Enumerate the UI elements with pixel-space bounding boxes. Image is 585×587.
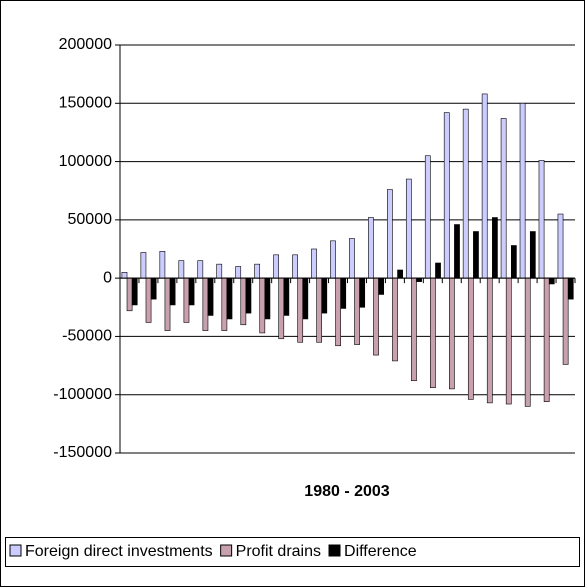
bar [430, 277, 436, 389]
bar [178, 260, 185, 279]
bar [207, 277, 214, 316]
y-tick-label: 200000 [59, 36, 112, 53]
bar [529, 231, 536, 279]
bar [316, 277, 323, 343]
bar [443, 112, 450, 279]
bar [416, 277, 422, 282]
y-tick-label: 100000 [59, 153, 112, 170]
y-tick-label: 150000 [59, 95, 112, 112]
bar [397, 269, 403, 279]
legend-box [5, 537, 580, 567]
bar [321, 277, 328, 314]
bar [387, 189, 393, 279]
y-tick-label: -50000 [62, 328, 112, 345]
bar [197, 260, 204, 279]
bar [462, 108, 469, 279]
bar [567, 277, 574, 300]
bar [183, 277, 190, 323]
bar [283, 277, 290, 316]
bar [492, 217, 498, 279]
bar [500, 118, 507, 279]
bar [424, 155, 431, 279]
y-tick-label: -150000 [53, 444, 112, 461]
bar [302, 277, 309, 320]
bar [510, 245, 517, 279]
bar [411, 277, 417, 382]
bar [221, 277, 228, 331]
bar [164, 277, 171, 331]
bar [349, 238, 355, 279]
bar [311, 248, 317, 279]
legend-label: Profit drains [236, 543, 321, 560]
bar [292, 254, 298, 279]
legend-swatch [328, 544, 341, 557]
bar [378, 277, 385, 295]
bar [354, 277, 360, 345]
bar [524, 277, 531, 407]
bar [405, 178, 412, 279]
bar [519, 102, 526, 279]
bar [245, 277, 252, 314]
bar [240, 277, 247, 326]
legend-label: Difference [344, 543, 417, 560]
bar [159, 251, 166, 279]
bar [368, 217, 374, 279]
bar [297, 277, 304, 343]
bar [340, 277, 347, 309]
bar [373, 277, 379, 356]
legend-swatch [9, 544, 22, 557]
bar [121, 272, 128, 279]
bar [505, 277, 512, 405]
bar [454, 224, 460, 279]
bar [359, 277, 366, 308]
bar [335, 277, 341, 347]
bar [126, 277, 133, 312]
bar [273, 254, 279, 279]
bar [449, 277, 455, 390]
bar [264, 277, 271, 320]
bar [259, 277, 266, 334]
bar [254, 263, 261, 279]
bar [543, 277, 550, 403]
x-axis-label: 1980 - 2003 [304, 483, 390, 500]
bar [557, 213, 564, 279]
bar [435, 262, 441, 279]
bar [202, 277, 209, 331]
y-tick-label: 50000 [68, 211, 113, 228]
bar [538, 160, 545, 279]
bar [467, 277, 474, 400]
bar [392, 277, 398, 362]
bar [216, 263, 223, 279]
bar [278, 277, 285, 340]
bar [140, 252, 147, 279]
bar [473, 231, 479, 279]
bar [169, 277, 176, 306]
bar [150, 277, 157, 300]
bar [188, 277, 195, 306]
y-tick-label: -100000 [53, 386, 112, 403]
bar [486, 277, 493, 404]
bar [235, 266, 242, 279]
bar [562, 277, 569, 365]
bar [131, 277, 138, 306]
bar [145, 277, 152, 323]
bar [481, 93, 488, 279]
legend-label: Foreign direct investments [25, 543, 213, 560]
bar [548, 277, 555, 285]
bar [226, 277, 233, 320]
bar [330, 240, 336, 279]
legend-swatch [220, 544, 233, 557]
y-tick-label: 0 [103, 269, 112, 286]
